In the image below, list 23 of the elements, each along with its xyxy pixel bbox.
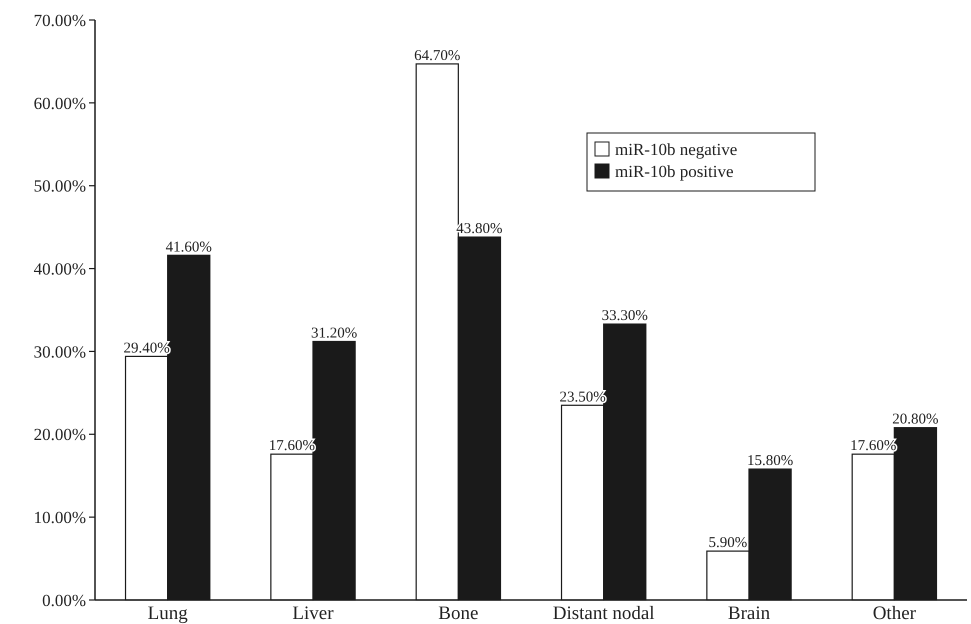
y-tick-label: 30.00%	[34, 342, 86, 362]
data-label: 64.70%	[414, 48, 460, 64]
data-label: 5.90%	[708, 535, 748, 552]
data-label: 31.20%	[310, 325, 358, 342]
x-tick-label: Other	[872, 603, 917, 624]
y-tick-label: 20.00%	[34, 425, 86, 444]
x-tick-label: Distant nodal	[552, 603, 655, 624]
x-tick-label: Brain	[728, 603, 771, 624]
data-label: 41.60%	[166, 239, 212, 256]
y-tick-label: 40.00%	[34, 260, 86, 279]
y-tick-label: 0.00%	[42, 590, 86, 610]
data-label: 33.30%	[602, 308, 648, 324]
x-tick-label: Lung	[148, 603, 188, 624]
x-tick-label: Bone	[438, 603, 478, 624]
x-tick-label: Liver	[292, 603, 334, 624]
legend-label: miR-10b positive	[615, 162, 734, 181]
y-tick-label: 60.00%	[34, 94, 86, 113]
legend-label: miR-10b negative	[615, 140, 738, 159]
data-label: 20.80%	[892, 412, 939, 428]
y-tick-label: 50.00%	[34, 176, 86, 196]
y-tick-label: 10.00%	[34, 508, 86, 528]
data-label: 15.80%	[746, 453, 794, 470]
y-tick-label: 70.00%	[34, 10, 86, 30]
